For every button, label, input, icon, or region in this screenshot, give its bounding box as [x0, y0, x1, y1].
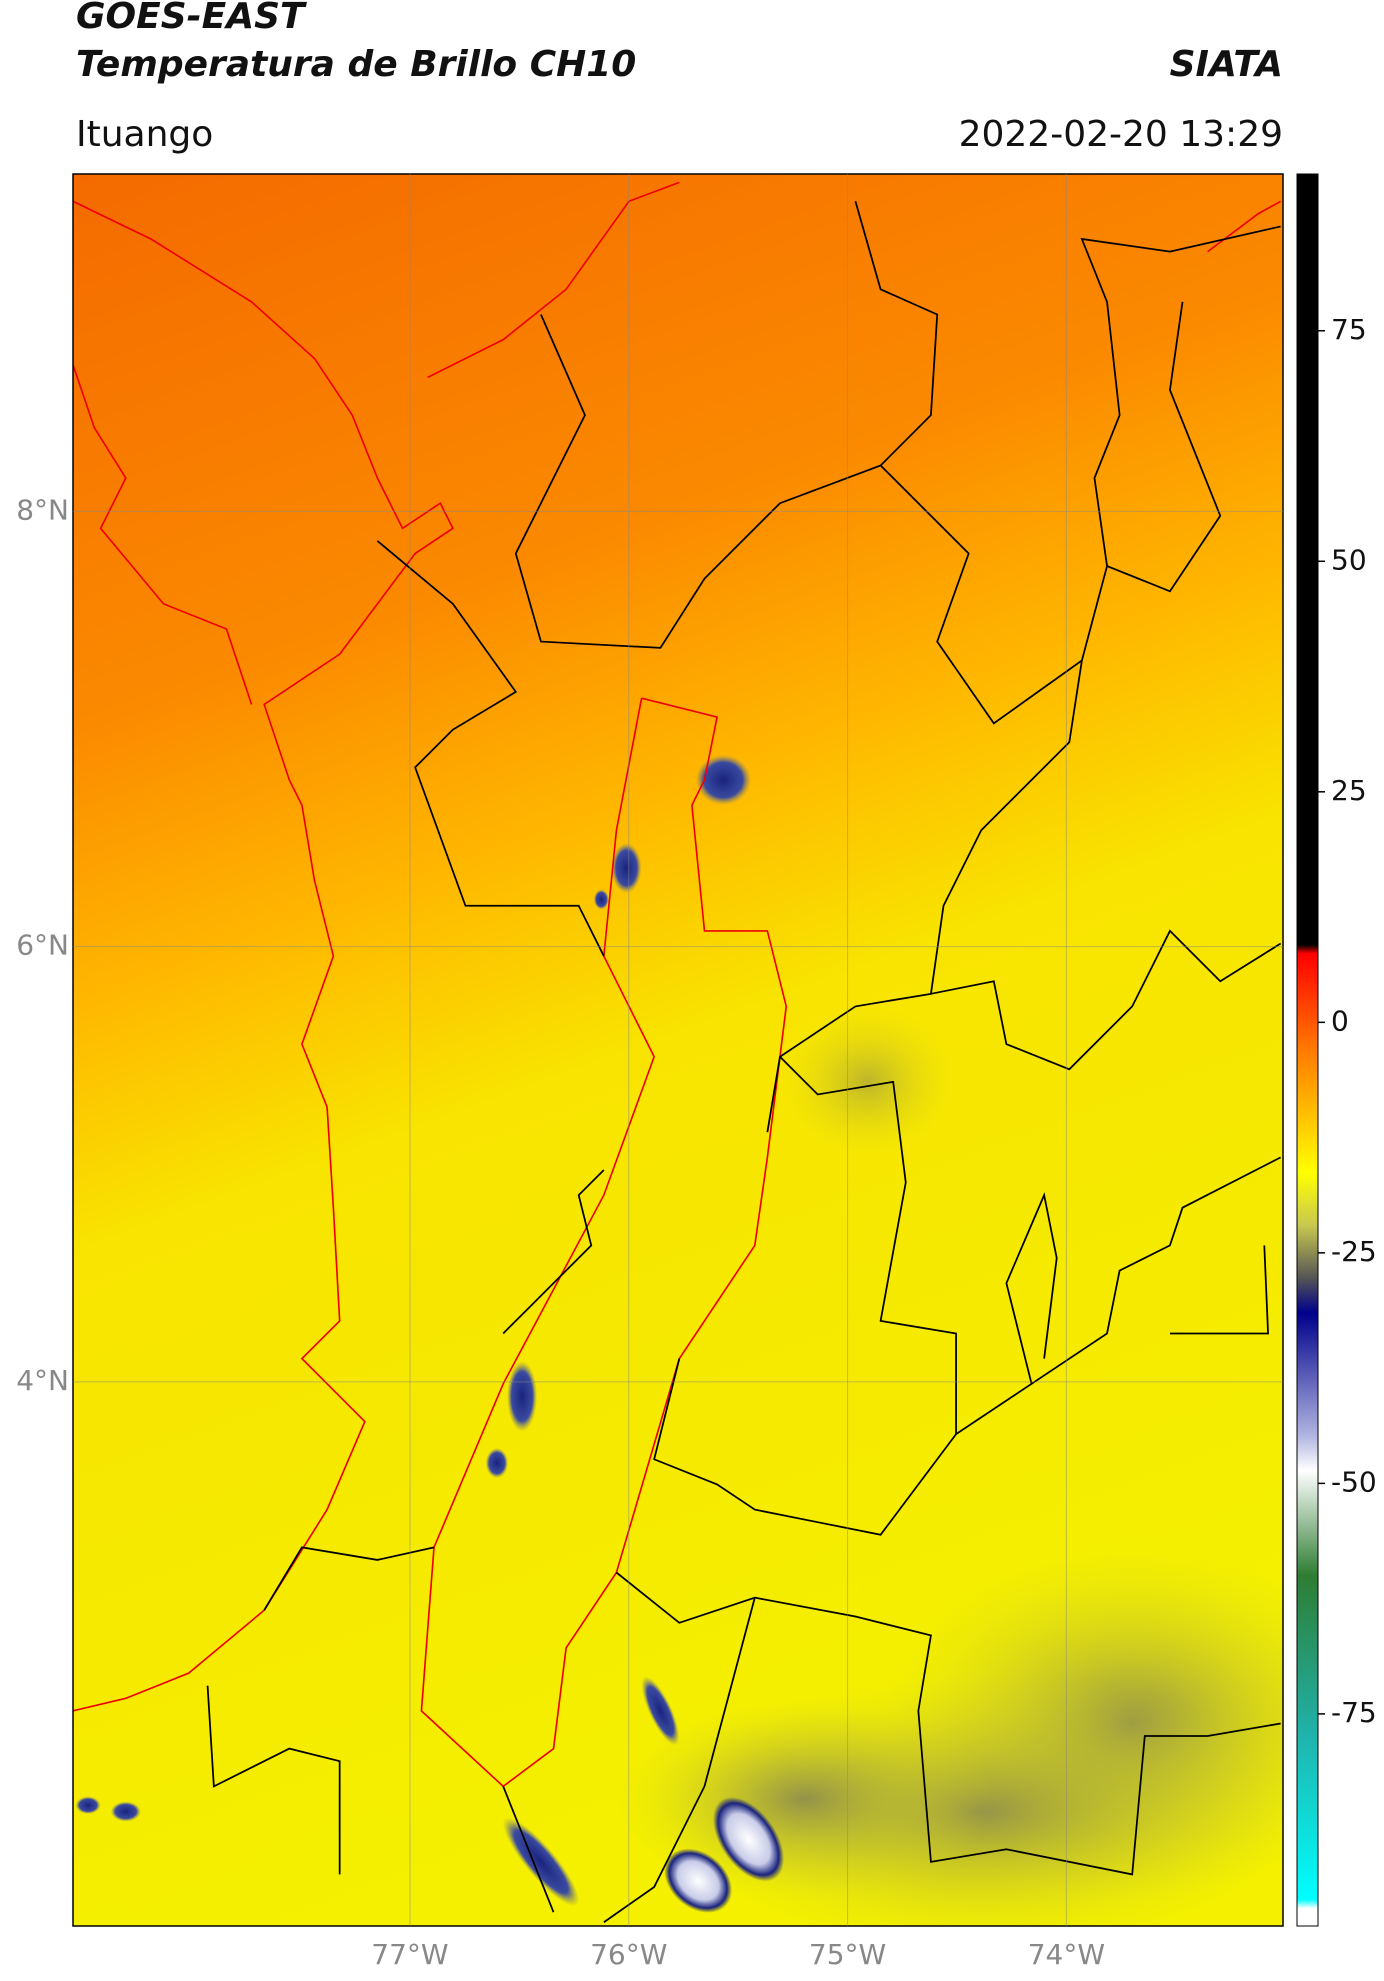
title-line2: Temperatura de Brillo CH10	[76, 44, 636, 85]
x-tick-label: 77°W	[371, 1938, 448, 1971]
boundary	[1005, 1192, 1058, 1385]
colorbar-tick-label: -25	[1331, 1235, 1377, 1268]
cloud-cell	[712, 1796, 785, 1882]
timestamp: 2022-02-20 13:29	[959, 114, 1283, 155]
title-line1: GOES-EAST	[76, 0, 307, 37]
cloud-cell	[485, 1447, 509, 1479]
x-tick-label: 75°W	[809, 1938, 886, 1971]
colorbar-tick-label: -50	[1331, 1465, 1377, 1498]
colorbar-tick-label: 0	[1331, 1004, 1349, 1037]
boundary	[653, 1358, 957, 1536]
boundary	[376, 540, 605, 957]
colorbar	[1296, 173, 1319, 1927]
boundary	[502, 1786, 555, 1913]
cloud-cell	[695, 754, 752, 806]
cloud-cell	[641, 1676, 680, 1746]
map-frame	[72, 173, 1284, 1927]
coastline	[73, 200, 454, 1712]
boundary	[1106, 301, 1222, 593]
colorbar-tick-label: -75	[1331, 1696, 1377, 1729]
cloud-area	[779, 1006, 957, 1158]
cloud-cell	[75, 1796, 101, 1815]
source: SIATA	[1170, 44, 1283, 85]
boundary	[879, 225, 1281, 725]
y-tick-label: 4°N	[16, 1364, 69, 1397]
x-tick-label: 76°W	[590, 1938, 667, 1971]
coastline	[427, 181, 680, 379]
y-tick-label: 8°N	[16, 493, 69, 526]
location: Ituango	[76, 114, 213, 155]
colorbar-tick-label: 75	[1331, 313, 1367, 346]
boundary	[502, 1169, 605, 1335]
coastline	[73, 364, 253, 705]
cloud-area	[616, 1698, 994, 1900]
boundary	[263, 1546, 435, 1611]
boundary	[615, 1571, 1281, 1876]
colorbar-tick-label: 25	[1331, 774, 1367, 807]
colorbar-tick-label: 50	[1331, 543, 1367, 576]
y-tick-label: 6°N	[16, 929, 69, 962]
map-area	[73, 174, 1283, 1926]
boundary	[514, 201, 939, 649]
cloud-cell	[506, 1361, 538, 1432]
cloud-cell	[611, 842, 642, 894]
cloud-cell	[664, 1848, 733, 1913]
boundary	[766, 660, 1083, 1133]
map-features	[73, 181, 1283, 1926]
boundaries	[206, 201, 1282, 1923]
cloud-cell	[110, 1801, 141, 1822]
x-tick-label: 74°W	[1028, 1938, 1105, 1971]
boundary	[930, 929, 1282, 1071]
cloud-cell	[593, 889, 609, 910]
boundary	[1169, 1245, 1269, 1335]
cloud-cell	[502, 1817, 580, 1907]
boundary	[206, 1685, 341, 1875]
